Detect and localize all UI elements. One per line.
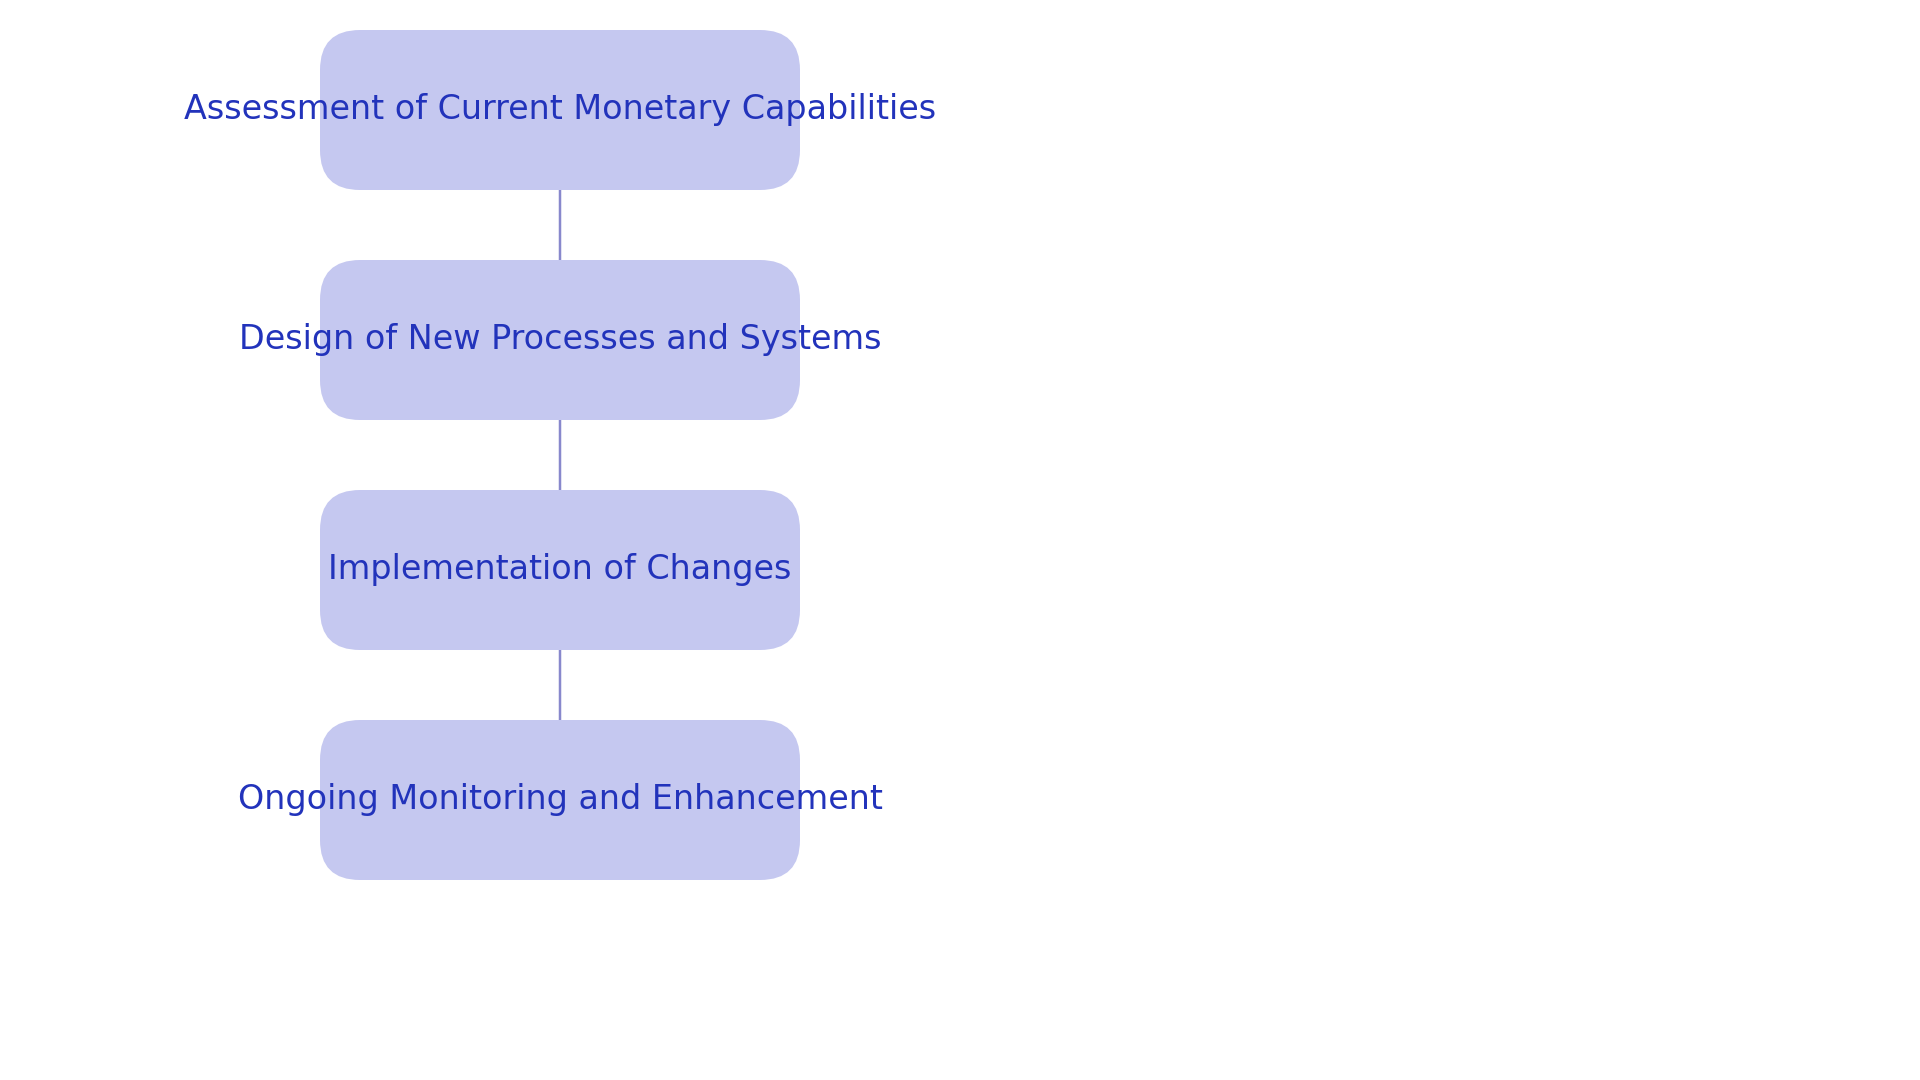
Text: Assessment of Current Monetary Capabilities: Assessment of Current Monetary Capabilit… [184,94,937,126]
Text: Ongoing Monitoring and Enhancement: Ongoing Monitoring and Enhancement [238,783,883,816]
Text: Implementation of Changes: Implementation of Changes [328,553,791,586]
FancyBboxPatch shape [321,30,801,190]
FancyBboxPatch shape [321,720,801,880]
FancyBboxPatch shape [321,490,801,650]
FancyBboxPatch shape [321,260,801,420]
Text: Design of New Processes and Systems: Design of New Processes and Systems [238,324,881,356]
